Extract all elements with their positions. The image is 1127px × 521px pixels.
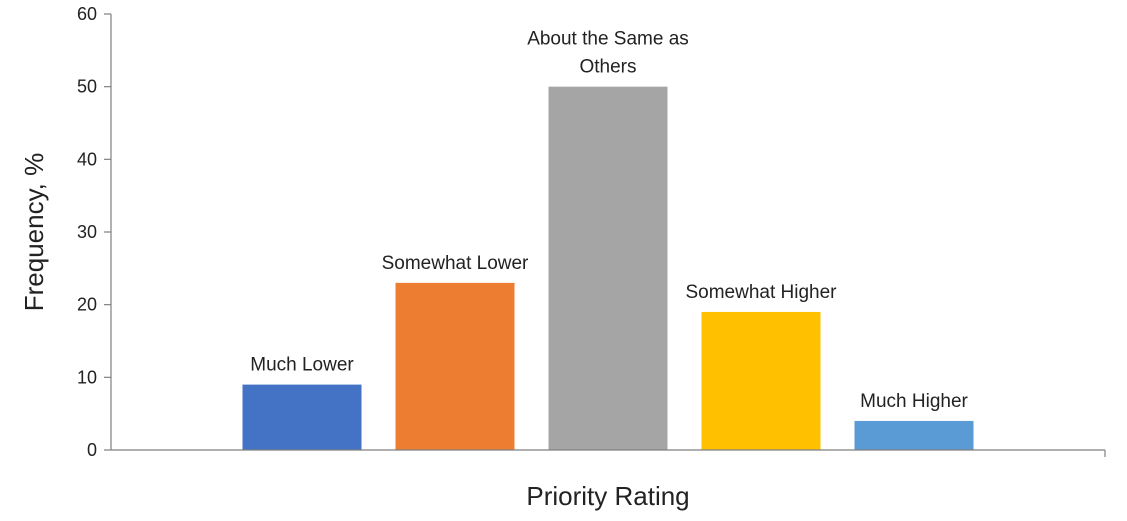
y-axis-title: Frequency, % [19,153,49,311]
y-tick-label: 10 [77,367,97,387]
bar-label-1: Somewhat Lower [382,253,529,274]
y-tick-label: 40 [77,149,97,169]
x-axis-title: Priority Rating [526,481,689,511]
y-tick-label: 0 [87,440,97,460]
bar-2 [548,86,668,451]
bar-labels: Much Lower Somewhat Lower About the Same a… [250,29,968,412]
bar-4 [854,420,974,450]
bar-label-2-line-0: About the Same as [527,29,689,50]
bar-label-2-line-1: Others [579,57,636,78]
y-tick-label: 60 [77,4,97,24]
bar-label-3: Somewhat Higher [685,282,837,303]
y-tick-label: 20 [77,295,97,315]
bar-label-4: Much Higher [860,391,968,412]
y-tick-label: 30 [77,222,97,242]
bar-3 [701,311,821,450]
bar-0 [242,384,362,450]
bar-1 [395,282,515,450]
bar-label-0: Much Lower [250,355,354,376]
y-tick-label: 50 [77,77,97,97]
y-axis-ticks: 0 10 20 30 40 50 60 [77,4,111,460]
bars [242,86,974,451]
